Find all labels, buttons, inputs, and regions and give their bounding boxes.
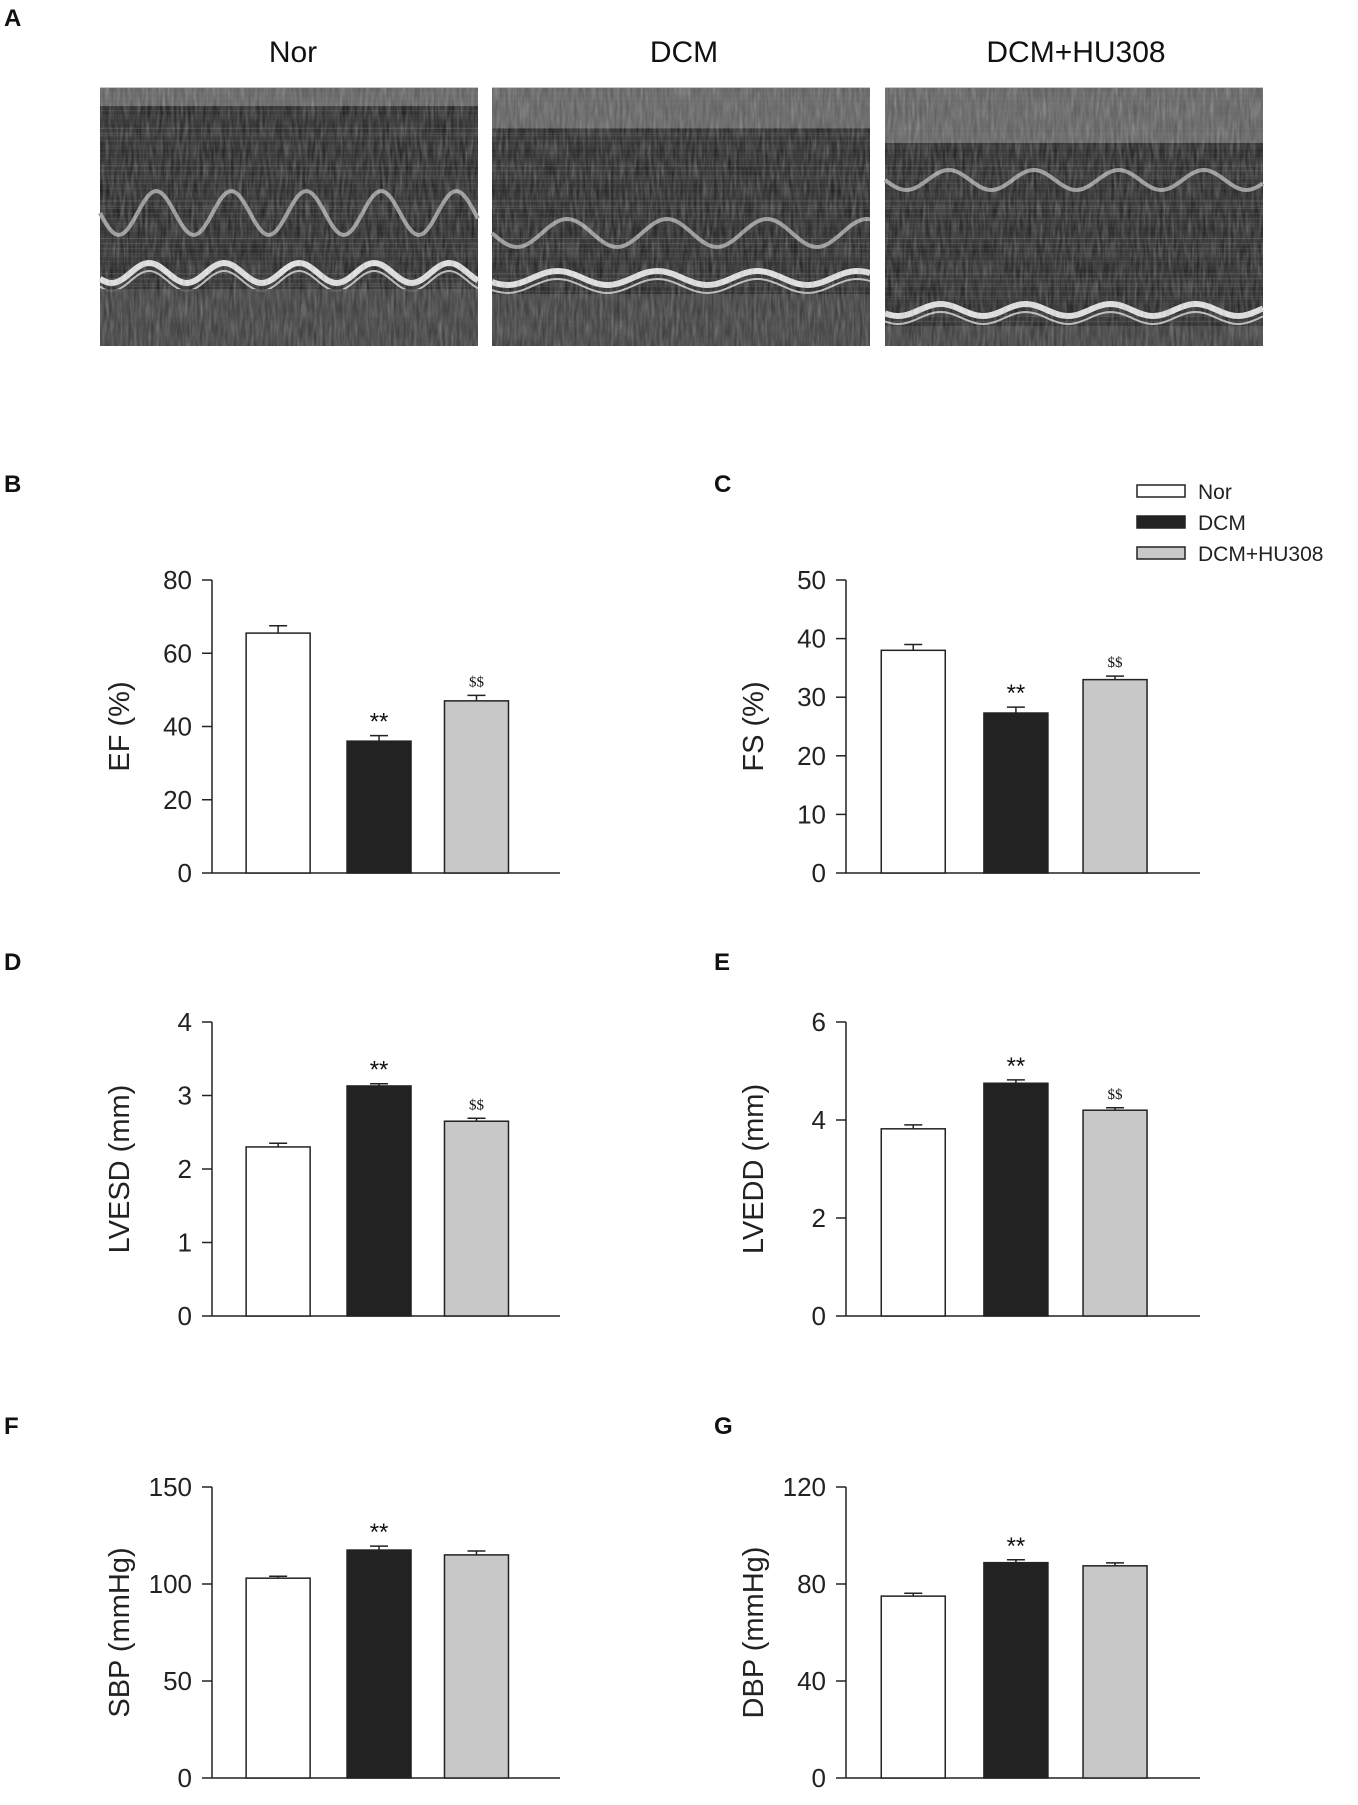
legend-label-nor: Nor bbox=[1198, 481, 1232, 504]
y-tick-label: 4 bbox=[178, 1007, 192, 1037]
panel-letter-d: D bbox=[4, 949, 21, 976]
y-tick-label: 0 bbox=[178, 858, 192, 888]
bar-nor bbox=[245, 632, 311, 874]
bar-nor bbox=[880, 649, 947, 874]
y-axis-label: LVEDD (mm) bbox=[738, 1084, 770, 1254]
significance-label: ** bbox=[370, 1519, 389, 1546]
y-tick-label: 4 bbox=[812, 1105, 826, 1135]
legend-swatch-dcm-hu308 bbox=[1136, 546, 1186, 560]
significance-label: ** bbox=[1007, 1053, 1026, 1080]
significance-label: $$ bbox=[469, 1097, 485, 1113]
legend-label-dcm: DCM bbox=[1198, 512, 1246, 535]
bar-dcm bbox=[983, 1082, 1049, 1317]
chart-g: G 0 40 80 120 DBP (mmHg) ** bbox=[714, 1413, 1200, 1793]
y-tick-label: 60 bbox=[163, 638, 192, 668]
chart-f: F 0 50 100 150 SBP (mmHg) ** bbox=[4, 1413, 560, 1793]
y-tick-label: 150 bbox=[149, 1472, 192, 1502]
bar-dcm-hu308 bbox=[443, 1120, 510, 1317]
echo-title-nor: Nor bbox=[269, 36, 317, 69]
significance-label: ** bbox=[370, 709, 389, 736]
echo-image-dcm bbox=[490, 87, 871, 346]
chart-c: C 0 10 20 30 40 50 FS (%) ** $$ bbox=[714, 471, 1200, 888]
echo-title-dcm-hu308: DCM+HU308 bbox=[986, 36, 1165, 69]
significance-label: $$ bbox=[469, 674, 485, 690]
panel-letter-f: F bbox=[4, 1413, 19, 1440]
bar-nor bbox=[880, 1128, 947, 1317]
bar-nor bbox=[880, 1595, 947, 1779]
legend-swatch-nor bbox=[1136, 484, 1186, 498]
echo-image-dcm-hu308 bbox=[883, 87, 1265, 346]
chart-b: B 0 20 40 60 80 EF (%) ** $$ bbox=[4, 471, 560, 888]
y-tick-label: 10 bbox=[797, 799, 826, 829]
panel-letter-e: E bbox=[714, 949, 730, 976]
y-axis-label: SBP (mmHg) bbox=[104, 1547, 136, 1717]
y-axis-label: FS (%) bbox=[738, 681, 770, 771]
y-axis-label: DBP (mmHg) bbox=[738, 1547, 770, 1719]
bar-dcm bbox=[983, 1561, 1049, 1779]
y-tick-label: 3 bbox=[178, 1081, 192, 1111]
significance-label: ** bbox=[370, 1057, 389, 1084]
y-tick-label: 80 bbox=[797, 1569, 826, 1599]
y-tick-label: 40 bbox=[797, 624, 826, 654]
bar-nor bbox=[245, 1577, 311, 1779]
y-tick-label: 0 bbox=[812, 1301, 826, 1331]
y-axis-label: LVESD (mm) bbox=[104, 1085, 136, 1254]
y-tick-label: 1 bbox=[178, 1228, 192, 1258]
y-tick-label: 50 bbox=[797, 565, 826, 595]
bar-nor bbox=[245, 1146, 311, 1317]
y-tick-label: 40 bbox=[163, 712, 192, 742]
y-tick-label: 0 bbox=[178, 1301, 192, 1331]
bar-dcm bbox=[346, 740, 412, 874]
y-tick-label: 2 bbox=[178, 1154, 192, 1184]
y-tick-label: 2 bbox=[812, 1203, 826, 1233]
bar-dcm bbox=[346, 1549, 412, 1779]
legend-label-dcm-hu308: DCM+HU308 bbox=[1198, 543, 1323, 566]
y-tick-label: 0 bbox=[812, 858, 826, 888]
bar-dcm-hu308 bbox=[1082, 1565, 1148, 1779]
significance-label: ** bbox=[1007, 1533, 1026, 1560]
legend-swatch-dcm bbox=[1136, 515, 1186, 529]
y-tick-label: 6 bbox=[812, 1007, 826, 1037]
y-axis-label: EF (%) bbox=[104, 681, 136, 771]
echo-title-dcm: DCM bbox=[650, 36, 718, 69]
bar-dcm-hu308 bbox=[443, 700, 510, 874]
y-tick-label: 120 bbox=[783, 1472, 826, 1502]
significance-label: $$ bbox=[1108, 1087, 1124, 1103]
chart-d: D 0 1 2 3 4 LVESD (mm) ** $$ bbox=[4, 949, 560, 1331]
y-tick-label: 0 bbox=[178, 1763, 192, 1793]
panel-letter-c: C bbox=[714, 471, 731, 498]
bar-dcm-hu308 bbox=[1082, 1109, 1148, 1317]
significance-label: ** bbox=[1007, 680, 1026, 707]
bar-dcm bbox=[983, 712, 1049, 874]
y-tick-label: 80 bbox=[163, 565, 192, 595]
y-tick-label: 20 bbox=[797, 741, 826, 771]
bar-dcm-hu308 bbox=[443, 1554, 510, 1779]
panel-a-letter: A bbox=[4, 5, 21, 32]
significance-label: $$ bbox=[1108, 655, 1124, 671]
panel-letter-g: G bbox=[714, 1413, 733, 1440]
y-tick-label: 50 bbox=[163, 1666, 192, 1696]
panel-letter-b: B bbox=[4, 471, 21, 498]
bar-dcm bbox=[346, 1085, 412, 1317]
y-tick-label: 100 bbox=[149, 1569, 192, 1599]
chart-e: E 0 2 4 6 LVEDD (mm) ** $$ bbox=[714, 949, 1200, 1331]
y-tick-label: 30 bbox=[797, 682, 826, 712]
y-tick-label: 0 bbox=[812, 1763, 826, 1793]
legend: Nor DCM DCM+HU308 bbox=[1136, 481, 1323, 566]
echo-image-nor bbox=[98, 87, 480, 346]
y-tick-label: 40 bbox=[797, 1666, 826, 1696]
y-tick-label: 20 bbox=[163, 785, 192, 815]
bar-dcm-hu308 bbox=[1082, 678, 1148, 874]
